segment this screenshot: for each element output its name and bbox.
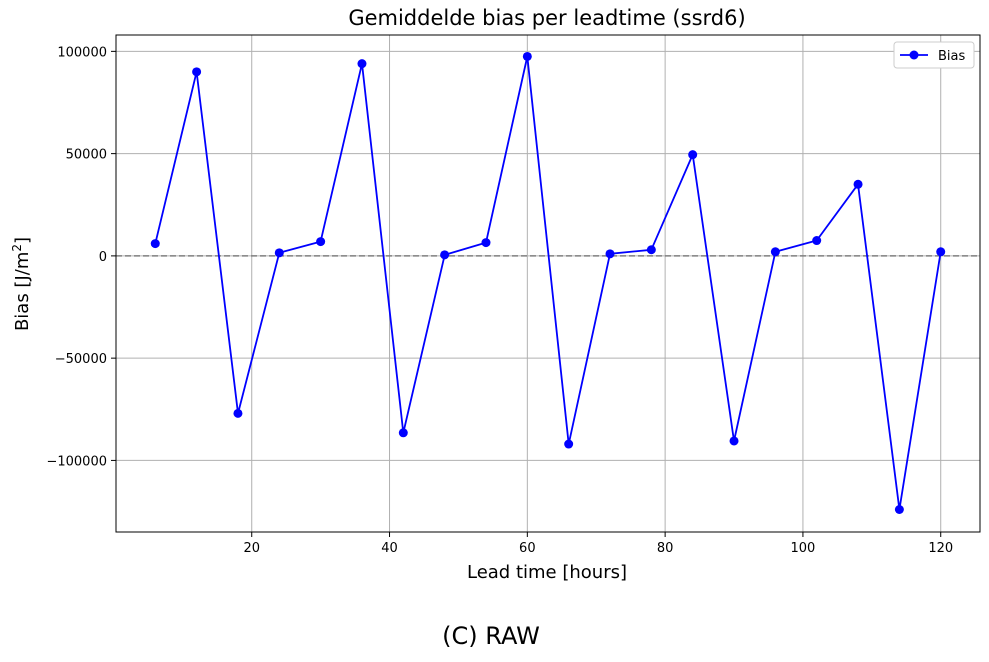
x-axis-label: Lead time [hours] [467, 562, 627, 583]
data-point-bias [770, 247, 780, 257]
data-point-bias [936, 247, 946, 257]
series-line-bias [154, 55, 942, 511]
data-point-bias [812, 236, 822, 246]
data-point-bias [605, 249, 615, 259]
x-tick-label: 100 [791, 541, 816, 556]
data-point-bias [729, 436, 739, 446]
data-point-bias [853, 179, 863, 189]
data-point-bias [316, 237, 326, 247]
data-point-bias [522, 51, 532, 61]
figure-caption: (C) RAW [442, 622, 540, 650]
legend-box [893, 41, 975, 69]
x-tick-label: 80 [657, 541, 674, 556]
x-tick-label: 120 [928, 541, 953, 556]
data-point-bias [894, 505, 904, 515]
y-axis-label: Bias [J/m2] [10, 237, 33, 331]
y-tick-label: 0 [99, 250, 107, 265]
data-point-bias [688, 150, 698, 160]
y-tick-label: −50000 [55, 352, 107, 367]
legend-marker-swatch [909, 50, 919, 60]
grid [116, 35, 980, 532]
legend-label-bias: Bias [938, 49, 965, 64]
chart-title: Gemiddelde bias per leadtime (ssrd6) [348, 6, 745, 30]
x-tick-label: 40 [381, 541, 398, 556]
data-point-bias [564, 439, 574, 449]
series-bias [150, 51, 946, 515]
data-point-bias [481, 238, 491, 248]
y-tick-label: 100000 [57, 45, 107, 60]
y-tick-label: 50000 [66, 148, 107, 163]
y-tick-label: −100000 [46, 454, 107, 469]
data-point-bias [150, 239, 160, 249]
data-point-bias [357, 59, 367, 69]
data-point-bias [192, 67, 202, 77]
y-axis-label-main: Bias [J/m [12, 252, 33, 331]
data-point-bias [274, 248, 284, 258]
y-axis-label-superscript: 2 [10, 244, 24, 252]
y-axis-label-close: ] [12, 237, 33, 244]
x-tick-label: 20 [243, 541, 260, 556]
data-point-bias [398, 428, 408, 438]
data-point-bias [646, 245, 656, 255]
legend: Bias [893, 41, 975, 69]
x-axis-ticks: 20 40 60 80 100 120 [243, 532, 953, 556]
data-point-bias [440, 250, 450, 260]
x-tick-label: 60 [519, 541, 536, 556]
data-point-bias [233, 408, 243, 418]
plot-area-frame [115, 34, 981, 533]
y-axis-ticks: 100000 50000 0 −50000 −100000 [46, 45, 116, 469]
